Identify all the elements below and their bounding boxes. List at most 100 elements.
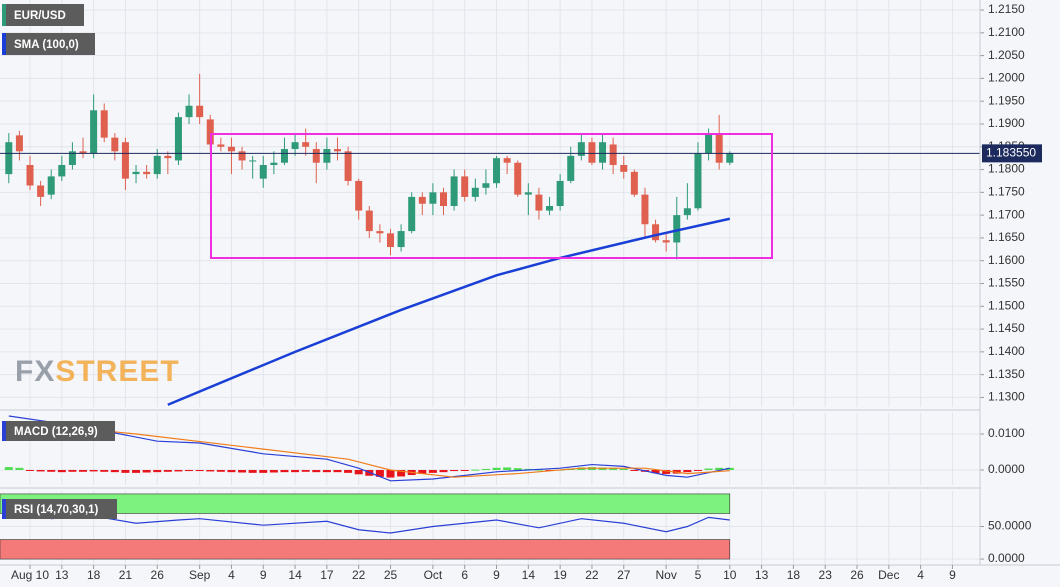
histogram-bar [57, 469, 66, 473]
legend-swatch [2, 33, 6, 55]
x-tick-label: Aug 10 [11, 568, 49, 582]
histogram-bar [322, 469, 331, 473]
candle-body [429, 192, 437, 204]
candle-body [5, 142, 13, 175]
histogram-bar [312, 469, 321, 473]
candle-body [37, 185, 45, 197]
x-tick-label: Sep [189, 568, 211, 582]
histogram-bar [216, 469, 225, 472]
y-tick-label: 1.1700 [988, 207, 1025, 221]
y-tick-label: 1.1750 [988, 185, 1025, 199]
candle-body [503, 158, 511, 163]
candle-body [715, 133, 723, 163]
candle-body [524, 192, 532, 195]
y-tick-label: 1.1650 [988, 230, 1025, 244]
x-tick-label: 13 [55, 568, 69, 582]
candle-body [58, 164, 66, 177]
histogram-bar [238, 469, 247, 473]
zone [0, 493, 731, 514]
x-tick-label: 9 [493, 568, 500, 582]
legend-swatch [2, 4, 6, 26]
candle-body [153, 155, 161, 175]
histogram-bar [248, 469, 257, 473]
x-tick-label: 4 [228, 568, 235, 582]
histogram-bar [280, 469, 289, 473]
x-tick-label: 10 [723, 568, 737, 582]
candle-body [641, 194, 649, 225]
histogram-bar [174, 469, 183, 472]
histogram-bar [503, 467, 512, 470]
x-tick-label: 19 [553, 568, 567, 582]
histogram-bar [110, 469, 119, 473]
x-tick-label: 22 [352, 568, 366, 582]
histogram-bar [513, 468, 522, 470]
y-tick-label: 1.2000 [988, 71, 1025, 85]
y-tick-label: 0.0000 [988, 551, 1025, 565]
y-tick-label: 1.2050 [988, 48, 1025, 62]
candle-body [705, 133, 713, 154]
x-tick-label: 14 [288, 568, 302, 582]
watermark-fx: FX [15, 355, 55, 388]
histogram-bar [79, 469, 88, 472]
candle-body [376, 231, 384, 234]
candle-body [90, 110, 98, 154]
candle-body [546, 206, 554, 211]
y-tick-label: 1.2150 [988, 2, 1025, 16]
candle-body [323, 149, 331, 163]
candle-body [461, 176, 469, 197]
histogram-bar [259, 469, 268, 473]
y-tick-label: 1.1950 [988, 93, 1025, 107]
candle-body [100, 110, 108, 138]
zone [0, 539, 731, 560]
candle-body [386, 233, 394, 248]
histogram-bar [153, 469, 162, 473]
candle-body [280, 149, 288, 163]
candle-body [514, 162, 522, 195]
histogram-bar [725, 467, 734, 470]
histogram-bar [206, 469, 215, 472]
x-tick-label: 23 [819, 568, 833, 582]
candle-body [164, 155, 172, 159]
histogram-bar [492, 467, 501, 470]
histogram-bar [195, 469, 204, 472]
candle-body [15, 135, 23, 152]
x-tick-label: Nov [655, 568, 676, 582]
x-tick-label: Dec [878, 568, 899, 582]
candle-body [132, 171, 140, 175]
histogram-bar [4, 467, 13, 470]
histogram-bar [386, 469, 395, 478]
histogram-bar [291, 469, 300, 473]
histogram-bar [269, 469, 278, 473]
candle-body [196, 105, 204, 118]
candle-body [599, 142, 607, 163]
histogram-bar [132, 469, 141, 473]
histogram-bar [630, 469, 639, 471]
candle-body [79, 151, 87, 154]
candle-body [302, 142, 310, 147]
candle-body [588, 142, 596, 163]
candle-body [440, 192, 448, 207]
x-tick-label: 4 [917, 568, 924, 582]
x-tick-label: 27 [617, 568, 631, 582]
histogram-bar [301, 469, 310, 472]
histogram-bar [704, 468, 713, 470]
legend-label: RSI (14,70,30,1) [14, 504, 99, 516]
histogram-bar [609, 468, 618, 470]
line [8, 506, 730, 534]
histogram-bar [397, 469, 406, 477]
x-tick-label: 6 [461, 568, 468, 582]
histogram-bar [344, 469, 353, 473]
histogram-bar [651, 469, 660, 474]
y-tick-label: 1.1800 [988, 162, 1025, 176]
histogram-bar [439, 469, 448, 473]
candle-body [291, 142, 299, 150]
candle-body [26, 164, 34, 186]
y-tick-label: 1.1550 [988, 276, 1025, 290]
candle-body [68, 151, 76, 165]
y-tick-label: 1.1350 [988, 367, 1025, 381]
candle-body [174, 117, 182, 161]
histogram-bar [100, 469, 109, 472]
histogram-bar [715, 467, 724, 470]
y-tick-label: 1.2100 [988, 25, 1025, 39]
